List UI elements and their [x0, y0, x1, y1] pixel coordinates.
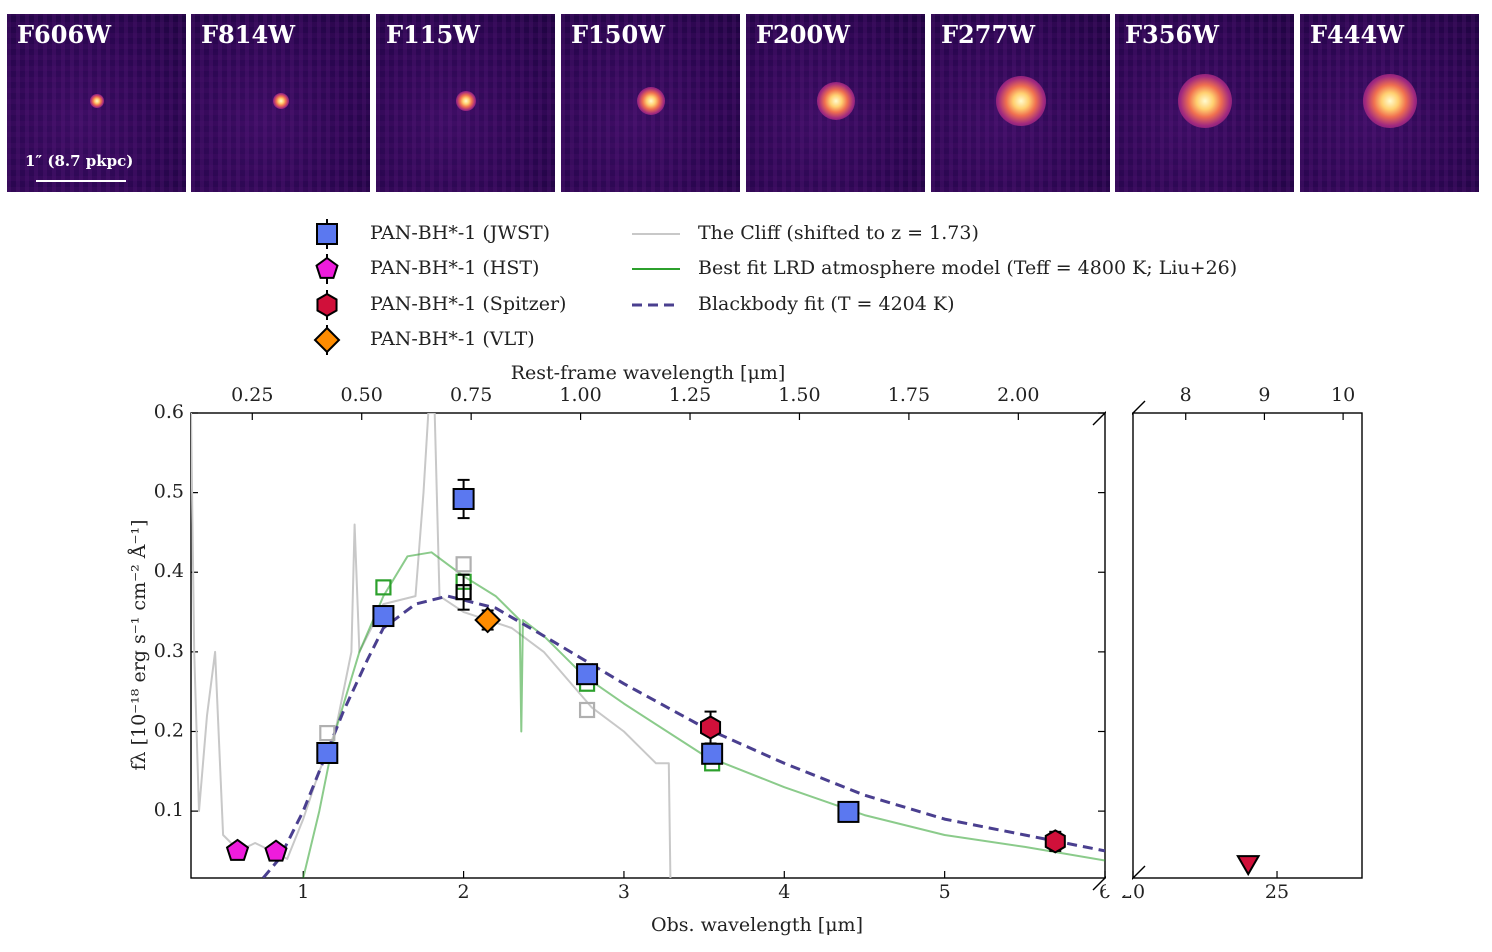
filter-image: F356W [1115, 14, 1294, 192]
scale-bar [36, 180, 126, 182]
marker-diamond [474, 606, 502, 634]
source [1362, 74, 1417, 129]
x-tick-label: 4 [778, 881, 790, 903]
x-tick-label: 25 [1265, 881, 1289, 903]
x2-tick-label: 0.50 [341, 384, 383, 406]
filter-panels: F606W 1″ (8.7 pkpc) F814W F115W F150W F200W F2… [0, 0, 1492, 200]
marker-hexagon [1044, 829, 1066, 854]
filter-label: F444W [1310, 20, 1405, 49]
marker-pentagon [315, 256, 339, 279]
x-axis-label: Obs. wavelength [μm] [651, 914, 863, 936]
legend-label: PAN-BH*-1 (HST) [370, 257, 539, 279]
scale-bar-label: 1″ (8.7 pkpc) [25, 152, 134, 170]
filter-image: F814W [191, 14, 370, 192]
marker-pentagon [264, 839, 288, 862]
x2-tick-label: 2.00 [997, 384, 1039, 406]
marker-diamond [313, 326, 341, 354]
x2-tick-label: 1.75 [888, 384, 930, 406]
marker-square [701, 742, 724, 765]
marker-open-square [455, 556, 472, 573]
marker-open-square [578, 701, 596, 719]
filter-image: F200W [746, 14, 925, 192]
marker-square [452, 487, 475, 510]
filter-image: F444W [1300, 14, 1479, 192]
source [272, 93, 289, 110]
series-line [302, 551, 1105, 878]
series-line [191, 413, 672, 878]
filter-label: F814W [201, 20, 296, 49]
filter-label: F200W [756, 20, 851, 49]
plot-area [191, 413, 1105, 878]
x-tick-label: 1 [297, 881, 309, 903]
filter-image: F606W 1″ (8.7 pkpc) [7, 14, 186, 192]
y-tick-label: 0.1 [154, 799, 184, 821]
marker-square [837, 800, 860, 823]
filter-label: F277W [941, 20, 1036, 49]
marker-triangle [1236, 855, 1261, 877]
y-tick-label: 0.3 [154, 640, 184, 662]
legend-label: PAN-BH*-1 (JWST) [370, 222, 550, 244]
plot-frame [190, 412, 1106, 879]
y-axis-label: fλ [10⁻¹⁸ erg s⁻¹ cm⁻² Å⁻¹] [128, 519, 150, 770]
filter-image: F277W [931, 14, 1110, 192]
y-tick-label: 0.5 [154, 481, 184, 503]
marker-open-square [455, 584, 472, 601]
x2-tick-label: 0.25 [231, 384, 273, 406]
filter-label: F606W [17, 20, 112, 49]
break-gap [1106, 395, 1132, 895]
filter-label: F115W [386, 20, 481, 49]
marker-pentagon [225, 838, 250, 861]
filter-image: F150W [561, 14, 740, 192]
source [89, 94, 104, 109]
marker-square [316, 223, 338, 245]
y-tick-label: 0.4 [154, 560, 184, 582]
marker-open-square [375, 579, 392, 596]
x-tick-label: 2 [458, 881, 470, 903]
legend-label: PAN-BH*-1 (VLT) [370, 328, 535, 350]
marker-square [316, 741, 339, 764]
x-tick-label: 3 [618, 881, 630, 903]
series-line [262, 594, 1105, 878]
x2-tick-label: 1.00 [559, 384, 601, 406]
source [455, 91, 476, 112]
marker-open-square [319, 724, 336, 742]
legend-label: Blackbody fit (T = 4204 K) [698, 293, 955, 315]
marker-hexagon [316, 292, 338, 318]
source [995, 76, 1046, 127]
y-tick-label: 0.6 [154, 401, 184, 423]
legend-label: The Cliff (shifted to z = 1.73) [698, 222, 979, 244]
marker-hexagon [700, 715, 722, 740]
x2-tick-label: 9 [1258, 384, 1270, 406]
marker-square [372, 605, 395, 628]
plot-frame [1132, 412, 1363, 879]
source [636, 87, 665, 116]
x2-tick-label: 0.75 [450, 384, 492, 406]
x2-tick-label: 10 [1331, 384, 1355, 406]
filter-label: F356W [1125, 20, 1220, 49]
x2-tick-label: 1.25 [669, 384, 711, 406]
filter-label: F150W [571, 20, 666, 49]
legend-label: PAN-BH*-1 (Spitzer) [370, 293, 566, 315]
x2-tick-label: 8 [1180, 384, 1192, 406]
x-tick-label: 5 [939, 881, 951, 903]
filter-image: F115W [376, 14, 555, 192]
x2-tick-label: 1.50 [778, 384, 820, 406]
x2-axis-label: Rest-frame wavelength [μm] [511, 362, 786, 384]
source [816, 82, 855, 121]
marker-square [576, 663, 599, 686]
source [1177, 74, 1232, 129]
y-tick-label: 0.2 [154, 719, 184, 741]
legend-label: Best fit LRD atmosphere model (Teff = 48… [698, 257, 1237, 279]
